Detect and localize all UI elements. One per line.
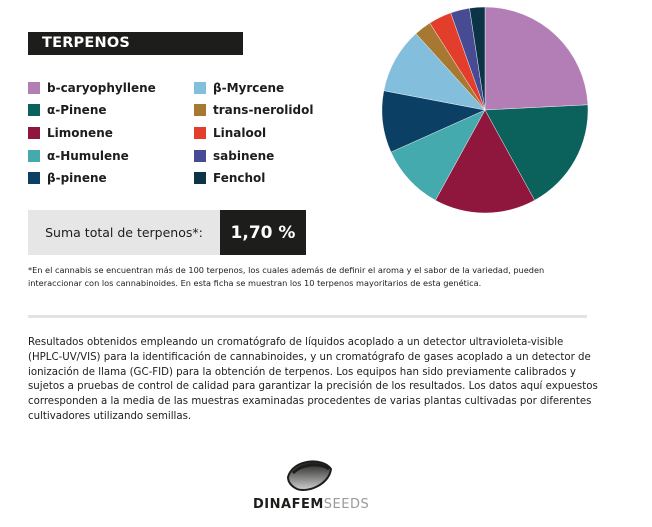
total-value: 1,70 % bbox=[220, 210, 306, 255]
section-title: TERPENOS bbox=[42, 35, 130, 51]
logo-wordmark: DINAFEMSEEDS bbox=[253, 497, 369, 512]
pie-slice bbox=[435, 109, 535, 213]
footnote: *En el cannabis se encuentran más de 100… bbox=[28, 265, 545, 288]
legend-label: b-caryophyllene bbox=[47, 81, 156, 95]
legend-item: sabinene bbox=[194, 149, 274, 163]
legend-swatch bbox=[194, 150, 206, 162]
legend-label: β-pinene bbox=[47, 171, 107, 185]
legend-item: α-Humulene bbox=[28, 149, 129, 163]
legend-item: Limonene bbox=[28, 126, 113, 140]
methods-paragraph: Resultados obtenidos empleando un cromat… bbox=[28, 337, 598, 422]
legend-label: Linalool bbox=[213, 126, 267, 140]
legend-swatch bbox=[28, 172, 40, 184]
dinafem-logo: DINAFEMSEEDS bbox=[245, 455, 375, 515]
logo-text-dark: DINAFEM bbox=[253, 497, 324, 512]
legend-label: Fenchol bbox=[213, 171, 266, 185]
legend-label: Limonene bbox=[47, 126, 113, 140]
legend-item: β-Myrcene bbox=[194, 81, 284, 95]
legend-label: α-Pinene bbox=[47, 103, 107, 117]
legend-item: Linalool bbox=[194, 126, 266, 140]
legend-item: β-pinene bbox=[28, 171, 107, 185]
pie-slice bbox=[469, 7, 486, 111]
legend-label: trans-nerolidol bbox=[213, 103, 314, 117]
seed-logo-icon bbox=[286, 460, 333, 491]
legend-item: trans-nerolidol bbox=[194, 103, 313, 117]
legend-item: b-caryophyllene bbox=[28, 81, 156, 95]
total-label: Suma total de terpenos*: bbox=[28, 210, 220, 255]
legend-swatch bbox=[28, 127, 40, 139]
legend-swatch bbox=[194, 82, 206, 94]
legend-swatch bbox=[28, 150, 40, 162]
legend-swatch bbox=[28, 82, 40, 94]
legend-swatch bbox=[194, 104, 206, 116]
legend-swatch bbox=[28, 104, 40, 116]
terpene-pie-chart bbox=[382, 7, 588, 213]
logo-text-light: SEEDS bbox=[323, 497, 370, 512]
legend-label: β-Myrcene bbox=[213, 81, 285, 95]
legend-label: sabinene bbox=[213, 149, 275, 163]
legend-item: Fenchol bbox=[194, 171, 265, 185]
legend-label: α-Humulene bbox=[47, 149, 129, 163]
pie-slice bbox=[484, 7, 588, 111]
divider bbox=[28, 315, 587, 318]
pie-slice bbox=[484, 104, 588, 201]
terpene-total-box: Suma total de terpenos*: 1,70 % bbox=[28, 210, 306, 255]
legend-swatch bbox=[194, 172, 206, 184]
section-title-bar: TERPENOS bbox=[28, 32, 243, 55]
legend-swatch bbox=[194, 127, 206, 139]
legend-item: α-Pinene bbox=[28, 103, 107, 117]
